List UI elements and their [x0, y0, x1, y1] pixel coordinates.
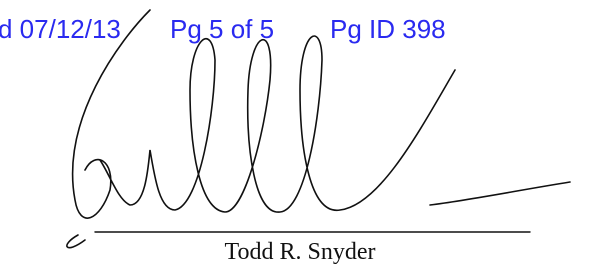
signature-stroke	[100, 36, 455, 212]
signer-name: Todd R. Snyder	[0, 240, 600, 264]
signature-stroke	[430, 182, 570, 205]
signature-stroke	[73, 10, 150, 218]
page: d 07/12/13 Pg 5 of 5 Pg ID 398 Todd R. S…	[0, 0, 600, 270]
signature-drawing	[0, 0, 600, 270]
